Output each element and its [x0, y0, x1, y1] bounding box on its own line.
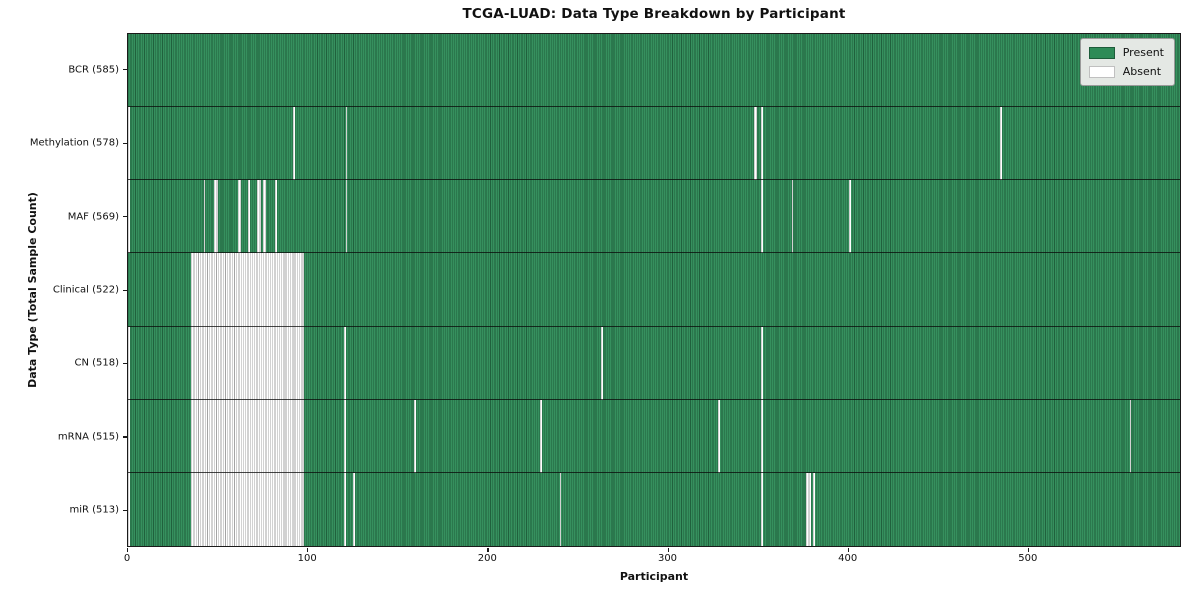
absent-stripe	[559, 472, 562, 546]
x-axis-label: Participant	[619, 570, 689, 583]
row-divider	[128, 398, 1180, 400]
xtick-mark	[487, 548, 489, 552]
absent-stripe	[760, 399, 763, 473]
absent-stripe	[352, 472, 355, 546]
row-band-CN	[128, 326, 1180, 400]
ytick-mark	[123, 436, 127, 438]
row-divider	[128, 179, 1180, 181]
absent-stripe	[791, 180, 794, 254]
absent-stripe	[275, 180, 278, 254]
heatmap-plot-area	[127, 33, 1181, 547]
absent-stripe	[600, 326, 603, 400]
legend-entry-absent: Absent	[1088, 65, 1164, 78]
absent-stripe	[293, 107, 296, 181]
row-divider	[128, 325, 1180, 327]
absent-stripe	[753, 107, 758, 181]
xtick-label-100: 100	[297, 553, 317, 564]
xtick-mark	[127, 548, 129, 552]
absent-stripe	[190, 326, 305, 400]
absent-stripe	[345, 180, 348, 254]
y-axis-label: Data Type (Total Sample Count)	[26, 192, 39, 388]
ytick-label-miR: miR (513)	[69, 504, 119, 516]
ytick-mark	[123, 362, 127, 365]
legend-present-label: Present	[1122, 46, 1164, 59]
row-band-Clinical	[128, 253, 1180, 327]
absent-stripe	[760, 107, 763, 181]
xtick-mark	[307, 548, 309, 552]
absent-stripe	[760, 472, 763, 546]
ytick-label-Methylation: Methylation (578)	[29, 137, 119, 149]
ytick-mark	[123, 142, 127, 144]
row-band-MAF	[128, 180, 1180, 254]
absent-stripe	[128, 180, 130, 254]
row-band-Methylation	[128, 107, 1180, 181]
ytick-mark	[123, 289, 127, 291]
xtick-label-300: 300	[657, 553, 678, 564]
absent-stripe	[214, 180, 218, 254]
legend: Present Absent	[1079, 38, 1175, 86]
absent-stripe	[248, 180, 251, 254]
xtick-mark	[1027, 548, 1030, 552]
xtick-label-400: 400	[838, 553, 858, 564]
absent-stripe	[128, 107, 130, 181]
ytick-label-CN: CN (518)	[74, 357, 119, 369]
legend-entry-present: Present	[1088, 46, 1164, 59]
ytick-mark	[123, 69, 127, 71]
absent-stripe	[413, 399, 416, 473]
absent-stripe	[539, 399, 542, 473]
absent-stripe	[203, 180, 206, 254]
row-band-mRNA	[128, 399, 1180, 473]
ytick-label-mRNA: mRNA (515)	[57, 431, 119, 443]
absent-stripe	[190, 399, 305, 473]
chart-title: TCGA-LUAD: Data Type Breakdown by Partic…	[462, 6, 846, 22]
row-divider	[128, 106, 1180, 108]
xtick-label-200: 200	[477, 553, 497, 564]
absent-stripe	[262, 180, 267, 254]
row-band-BCR	[128, 34, 1180, 108]
absent-stripe	[190, 472, 305, 546]
absent-stripe	[345, 107, 348, 181]
present-swatch-icon	[1088, 46, 1115, 59]
absent-stripe	[343, 472, 346, 546]
ytick-label-Clinical: Clinical (522)	[52, 284, 119, 296]
ytick-mark	[123, 509, 127, 511]
absent-stripe	[717, 399, 720, 473]
absent-stripe	[1129, 399, 1132, 473]
row-divider	[128, 252, 1180, 254]
absent-stripe	[805, 472, 812, 546]
ytick-label-MAF: MAF (569)	[67, 211, 119, 223]
xtick-mark	[847, 548, 849, 552]
row-divider	[128, 471, 1180, 473]
row-band-miR	[128, 472, 1180, 546]
absent-stripe	[128, 472, 130, 546]
ytick-label-BCR: BCR (585)	[68, 64, 119, 76]
absent-stripe	[760, 180, 763, 254]
absent-stripe	[343, 326, 346, 400]
absent-stripe	[257, 180, 262, 254]
absent-stripe	[128, 399, 130, 473]
absent-stripe	[1000, 107, 1002, 181]
absent-stripe	[849, 180, 851, 254]
ytick-mark	[123, 216, 127, 218]
absent-swatch-icon	[1088, 65, 1115, 78]
absent-stripe	[343, 399, 346, 473]
legend-absent-label: Absent	[1122, 65, 1162, 78]
absent-stripe	[190, 253, 305, 327]
absent-stripe	[813, 472, 815, 546]
xtick-label-0: 0	[123, 553, 131, 564]
xtick-mark	[667, 548, 669, 552]
absent-stripe	[237, 180, 242, 254]
absent-stripe	[760, 326, 763, 400]
xtick-label-500: 500	[1018, 553, 1038, 564]
absent-stripe	[128, 326, 130, 400]
